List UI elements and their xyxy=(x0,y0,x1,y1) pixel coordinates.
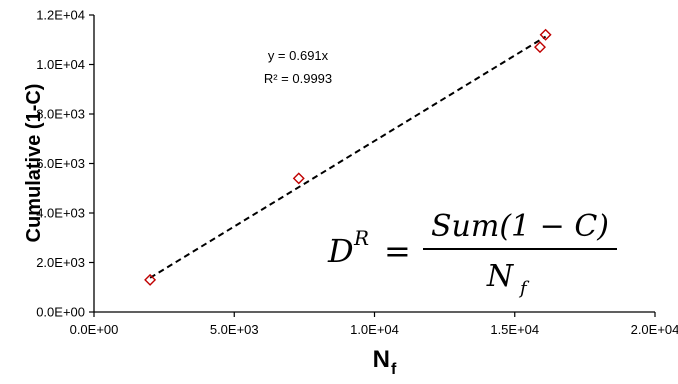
y-tick-label: 8.0E+03 xyxy=(36,107,85,122)
formula-equals: = xyxy=(384,232,411,270)
y-tick-label: 6.0E+03 xyxy=(36,156,85,171)
y-tick-label: 1.0E+04 xyxy=(36,57,85,72)
trendline xyxy=(149,35,547,279)
x-axis-title: N xyxy=(373,346,390,373)
r-squared-label: R² = 0.9993 xyxy=(264,71,332,86)
data-point xyxy=(292,172,305,185)
y-tick-label: 1.2E+04 xyxy=(36,8,85,23)
points-layer xyxy=(144,28,552,286)
y-tick-label: 4.0E+03 xyxy=(36,206,85,221)
y-tick-label: 0.0E+00 xyxy=(36,305,85,320)
x-tick-label: 5.0E+03 xyxy=(210,322,259,337)
formula-denominator-subscript: f xyxy=(518,278,530,299)
data-point xyxy=(144,273,157,286)
ticks: 0.0E+00 2.0E+03 4.0E+03 6.0E+03 8.0E+03 1.0E+… xyxy=(36,8,678,338)
formula-lhs-superscript: R xyxy=(353,226,369,250)
y-tick-label: 2.0E+03 xyxy=(36,255,85,270)
trendline-layer xyxy=(149,35,547,279)
data-point xyxy=(539,28,552,41)
damage-formula: D R = Sum(1 − C) N f xyxy=(327,209,617,299)
x-tick-label: 0.0E+00 xyxy=(70,322,119,337)
formula-denominator: N xyxy=(486,259,515,294)
formula-numerator: Sum(1 − C) xyxy=(431,209,609,244)
x-tick-label: 2.0E+04 xyxy=(631,322,678,337)
trendline-equation: y = 0.691x xyxy=(268,48,329,63)
x-axis-title-subscript: f xyxy=(391,361,397,378)
axes xyxy=(93,15,655,313)
y-axis-title: Cumulative (1-C) xyxy=(23,84,45,243)
formula-lhs: D xyxy=(327,232,354,270)
x-tick-label: 1.5E+04 xyxy=(490,322,539,337)
data-point xyxy=(534,41,546,54)
x-tick-label: 1.0E+04 xyxy=(350,322,399,337)
